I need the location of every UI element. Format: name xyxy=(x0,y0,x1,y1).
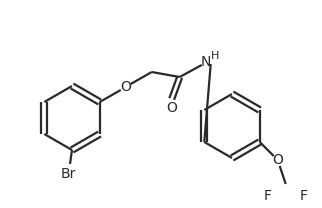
Text: Br: Br xyxy=(60,167,76,181)
Text: O: O xyxy=(166,101,177,115)
Text: O: O xyxy=(272,153,283,167)
Text: O: O xyxy=(120,80,131,94)
Text: F: F xyxy=(264,189,272,203)
Text: H: H xyxy=(211,51,219,61)
Text: F: F xyxy=(300,189,308,203)
Text: N: N xyxy=(201,55,211,69)
